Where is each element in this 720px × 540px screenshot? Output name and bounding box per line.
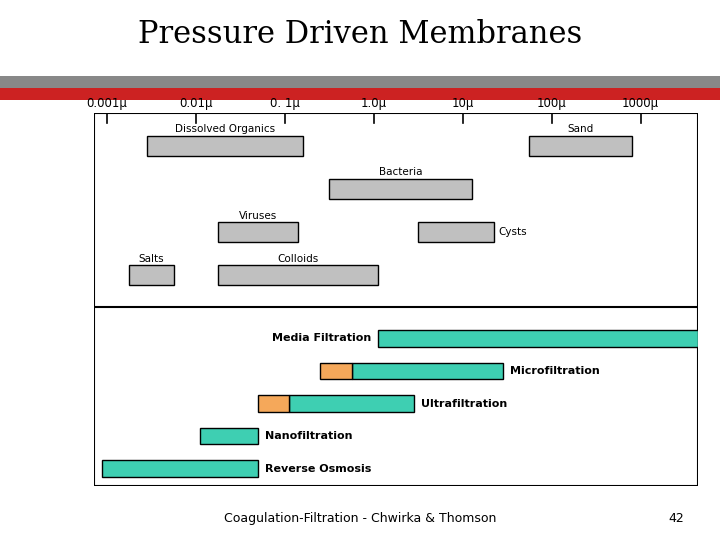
Text: 42: 42 [668, 511, 684, 525]
Bar [0, 76, 720, 87]
Text: Cysts: Cysts [498, 227, 527, 237]
Text: 1000μ: 1000μ [622, 97, 659, 110]
Bar [147, 136, 302, 156]
Bar [329, 179, 472, 199]
Text: Colloids: Colloids [277, 254, 319, 264]
Text: Coagulation-Filtration - Chwirka & Thomson: Coagulation-Filtration - Chwirka & Thoms… [224, 511, 496, 525]
Text: Salts: Salts [138, 254, 164, 264]
Bar [129, 266, 174, 285]
Text: 10μ: 10μ [451, 97, 474, 110]
Text: Sand: Sand [567, 124, 594, 134]
Bar [258, 395, 289, 411]
Bar [378, 330, 698, 347]
Bar [351, 363, 503, 379]
Text: Pressure Driven Membranes: Pressure Driven Membranes [138, 18, 582, 50]
Text: Media Filtration: Media Filtration [272, 334, 371, 343]
Bar [0, 87, 720, 100]
Text: Bacteria: Bacteria [379, 167, 422, 178]
Text: 0.001μ: 0.001μ [86, 97, 127, 110]
Text: Reverse Osmosis: Reverse Osmosis [265, 463, 372, 474]
Text: Ultrafiltration: Ultrafiltration [421, 399, 507, 409]
Bar [320, 363, 351, 379]
Text: 100μ: 100μ [537, 97, 567, 110]
Text: 1.0μ: 1.0μ [361, 97, 387, 110]
Bar [418, 222, 494, 242]
Bar [218, 266, 378, 285]
Bar [289, 395, 414, 411]
Text: Viruses: Viruses [239, 211, 277, 220]
Text: Microfiltration: Microfiltration [510, 366, 600, 376]
Text: Nanofiltration: Nanofiltration [265, 431, 353, 441]
Bar [218, 222, 298, 242]
Text: Dissolved Organics: Dissolved Organics [175, 124, 275, 134]
Bar [200, 428, 258, 444]
Bar [102, 461, 258, 477]
Text: 0. 1μ: 0. 1μ [270, 97, 300, 110]
Text: 0.01μ: 0.01μ [179, 97, 212, 110]
Bar [529, 136, 631, 156]
